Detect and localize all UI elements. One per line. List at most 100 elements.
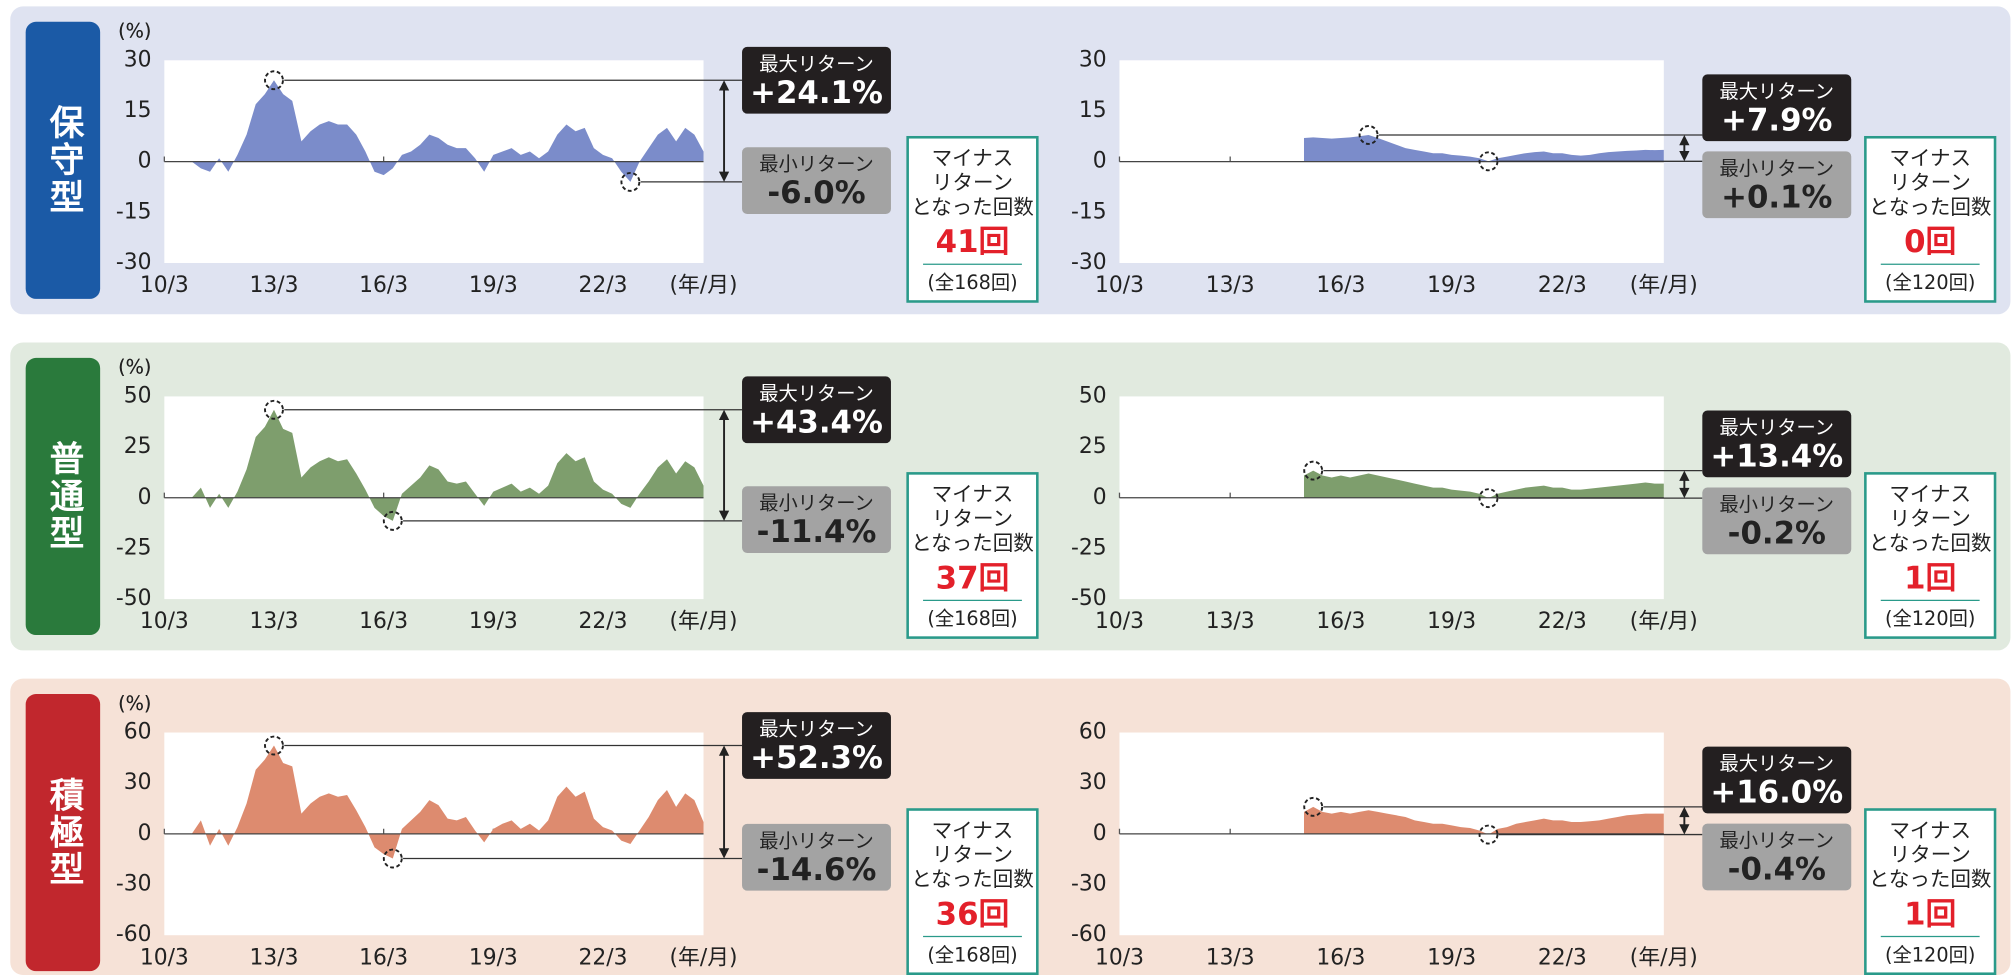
x-tick-label: 10/3: [140, 945, 189, 970]
arrow-head: [718, 409, 730, 421]
count-title: リターン: [1890, 843, 1971, 867]
min-marker: [1478, 151, 1499, 172]
count-total: (全120回): [1885, 271, 1975, 294]
y-tick-label: -15: [1071, 199, 1107, 224]
max-title: 最大リターン: [1719, 80, 1834, 103]
count-value: 1回: [1904, 896, 1956, 932]
x-axis-label: (年/月): [670, 945, 738, 970]
y-tick-label: 30: [124, 47, 152, 72]
max-marker: [1303, 796, 1324, 817]
min-box: [742, 147, 891, 214]
arrow-head: [718, 848, 730, 859]
y-tick-label: 30: [1079, 47, 1107, 72]
x-axis-label: (年/月): [1630, 273, 1698, 298]
count-value: 36回: [936, 896, 1010, 932]
area: [1303, 134, 1664, 162]
x-tick-label: 19/3: [469, 945, 518, 970]
x-tick-label: 10/3: [140, 609, 189, 634]
y-tick-label: 25: [124, 434, 152, 459]
x-tick-label: 22/3: [1538, 273, 1587, 298]
x-tick-label: 19/3: [1427, 273, 1476, 298]
x-tick-label: 22/3: [579, 273, 628, 298]
arrow-head: [1679, 806, 1690, 818]
x-tick-label: 10/3: [1095, 273, 1144, 298]
y-axis-label: (%): [118, 20, 151, 43]
x-tick-label: 10/3: [1095, 609, 1144, 634]
min-value-label: -0.2%: [1728, 515, 1826, 551]
y-tick-label: -30: [1071, 872, 1107, 897]
count-total: (全168回): [927, 271, 1017, 294]
max-value-label: +43.4%: [750, 404, 883, 440]
max-box: [742, 376, 891, 444]
min-title: 最小リターン: [759, 153, 874, 176]
arrow-head: [718, 745, 730, 756]
y-tick-label: -50: [1071, 586, 1107, 611]
max-value-label: +13.4%: [1710, 439, 1843, 475]
y-axis-label: (%): [118, 20, 151, 43]
y-tick-label: -15: [116, 199, 152, 224]
max-marker: [264, 735, 284, 756]
count-box: [906, 135, 1039, 303]
min-value-label: +0.1%: [1721, 179, 1832, 215]
y-tick-label: -60: [1071, 922, 1107, 947]
y-tick-label: -25: [1071, 535, 1107, 560]
row-label-box: [25, 21, 101, 299]
min-box: [742, 823, 891, 891]
y-tick-label: 25: [1079, 434, 1107, 459]
max-box: [1702, 410, 1852, 478]
count-value: 1回: [1904, 560, 1956, 596]
y-tick-label: 15: [1079, 98, 1107, 123]
count-title: マイナス: [1889, 818, 1971, 842]
count-title: マイナス: [932, 818, 1014, 842]
count-title: となった回数: [911, 867, 1034, 891]
max-box: [742, 46, 891, 114]
x-tick-label: 16/3: [359, 273, 408, 298]
y-tick-label: 0: [1093, 821, 1107, 846]
y-tick-label: 0: [1093, 149, 1107, 174]
x-axis-label: (年/月): [1630, 945, 1698, 970]
max-value-label: +16.0%: [1710, 775, 1843, 811]
arrow-head: [718, 510, 730, 521]
y-tick-label: -30: [116, 250, 152, 275]
y-axis-label: (%): [118, 356, 151, 379]
y-tick-label: 0: [138, 149, 152, 174]
y-tick-label: 60: [124, 720, 152, 745]
min-value-label: -11.4%: [757, 514, 877, 550]
y-tick-label: -25: [116, 535, 152, 560]
row-label-box: [25, 357, 101, 636]
y-tick-label: 50: [1079, 383, 1107, 408]
x-tick-label: 13/3: [1206, 273, 1255, 298]
y-tick-label: 60: [1079, 720, 1107, 745]
min-title: 最小リターン: [1719, 157, 1834, 180]
max-value-label: +52.3%: [750, 740, 883, 776]
x-tick-label: 19/3: [469, 273, 518, 298]
y-tick-label: -30: [1071, 250, 1107, 275]
x-tick-label: 10/3: [1095, 945, 1144, 970]
arrow-head: [718, 80, 730, 91]
x-tick-label: 19/3: [1427, 609, 1476, 634]
y-tick-label: 30: [1079, 770, 1107, 795]
max-marker: [264, 399, 284, 420]
x-tick-label: 13/3: [250, 273, 299, 298]
count-title: リターン: [932, 843, 1013, 867]
y-tick-label: 30: [124, 770, 152, 795]
y-tick-label: 15: [124, 98, 152, 123]
count-total: (全168回): [927, 607, 1017, 630]
count-box: [906, 472, 1039, 639]
x-tick-label: 13/3: [250, 609, 299, 634]
y-tick-label: 0: [138, 485, 152, 510]
count-total: (全120回): [1885, 607, 1975, 630]
max-title: 最大リターン: [759, 52, 874, 75]
count-total: (全168回): [927, 943, 1017, 966]
x-axis-label: (年/月): [670, 273, 738, 298]
arrow-head: [1679, 151, 1690, 162]
max-box: [742, 712, 891, 779]
count-box: [1864, 808, 1997, 975]
max-marker: [264, 70, 284, 91]
min-title: 最小リターン: [1719, 829, 1834, 852]
area: [1303, 806, 1664, 835]
row-label: 保守型: [43, 105, 84, 217]
count-title: となった回数: [1869, 867, 1992, 891]
x-tick-label: 22/3: [579, 945, 628, 970]
row-label: 積極型: [43, 777, 84, 889]
